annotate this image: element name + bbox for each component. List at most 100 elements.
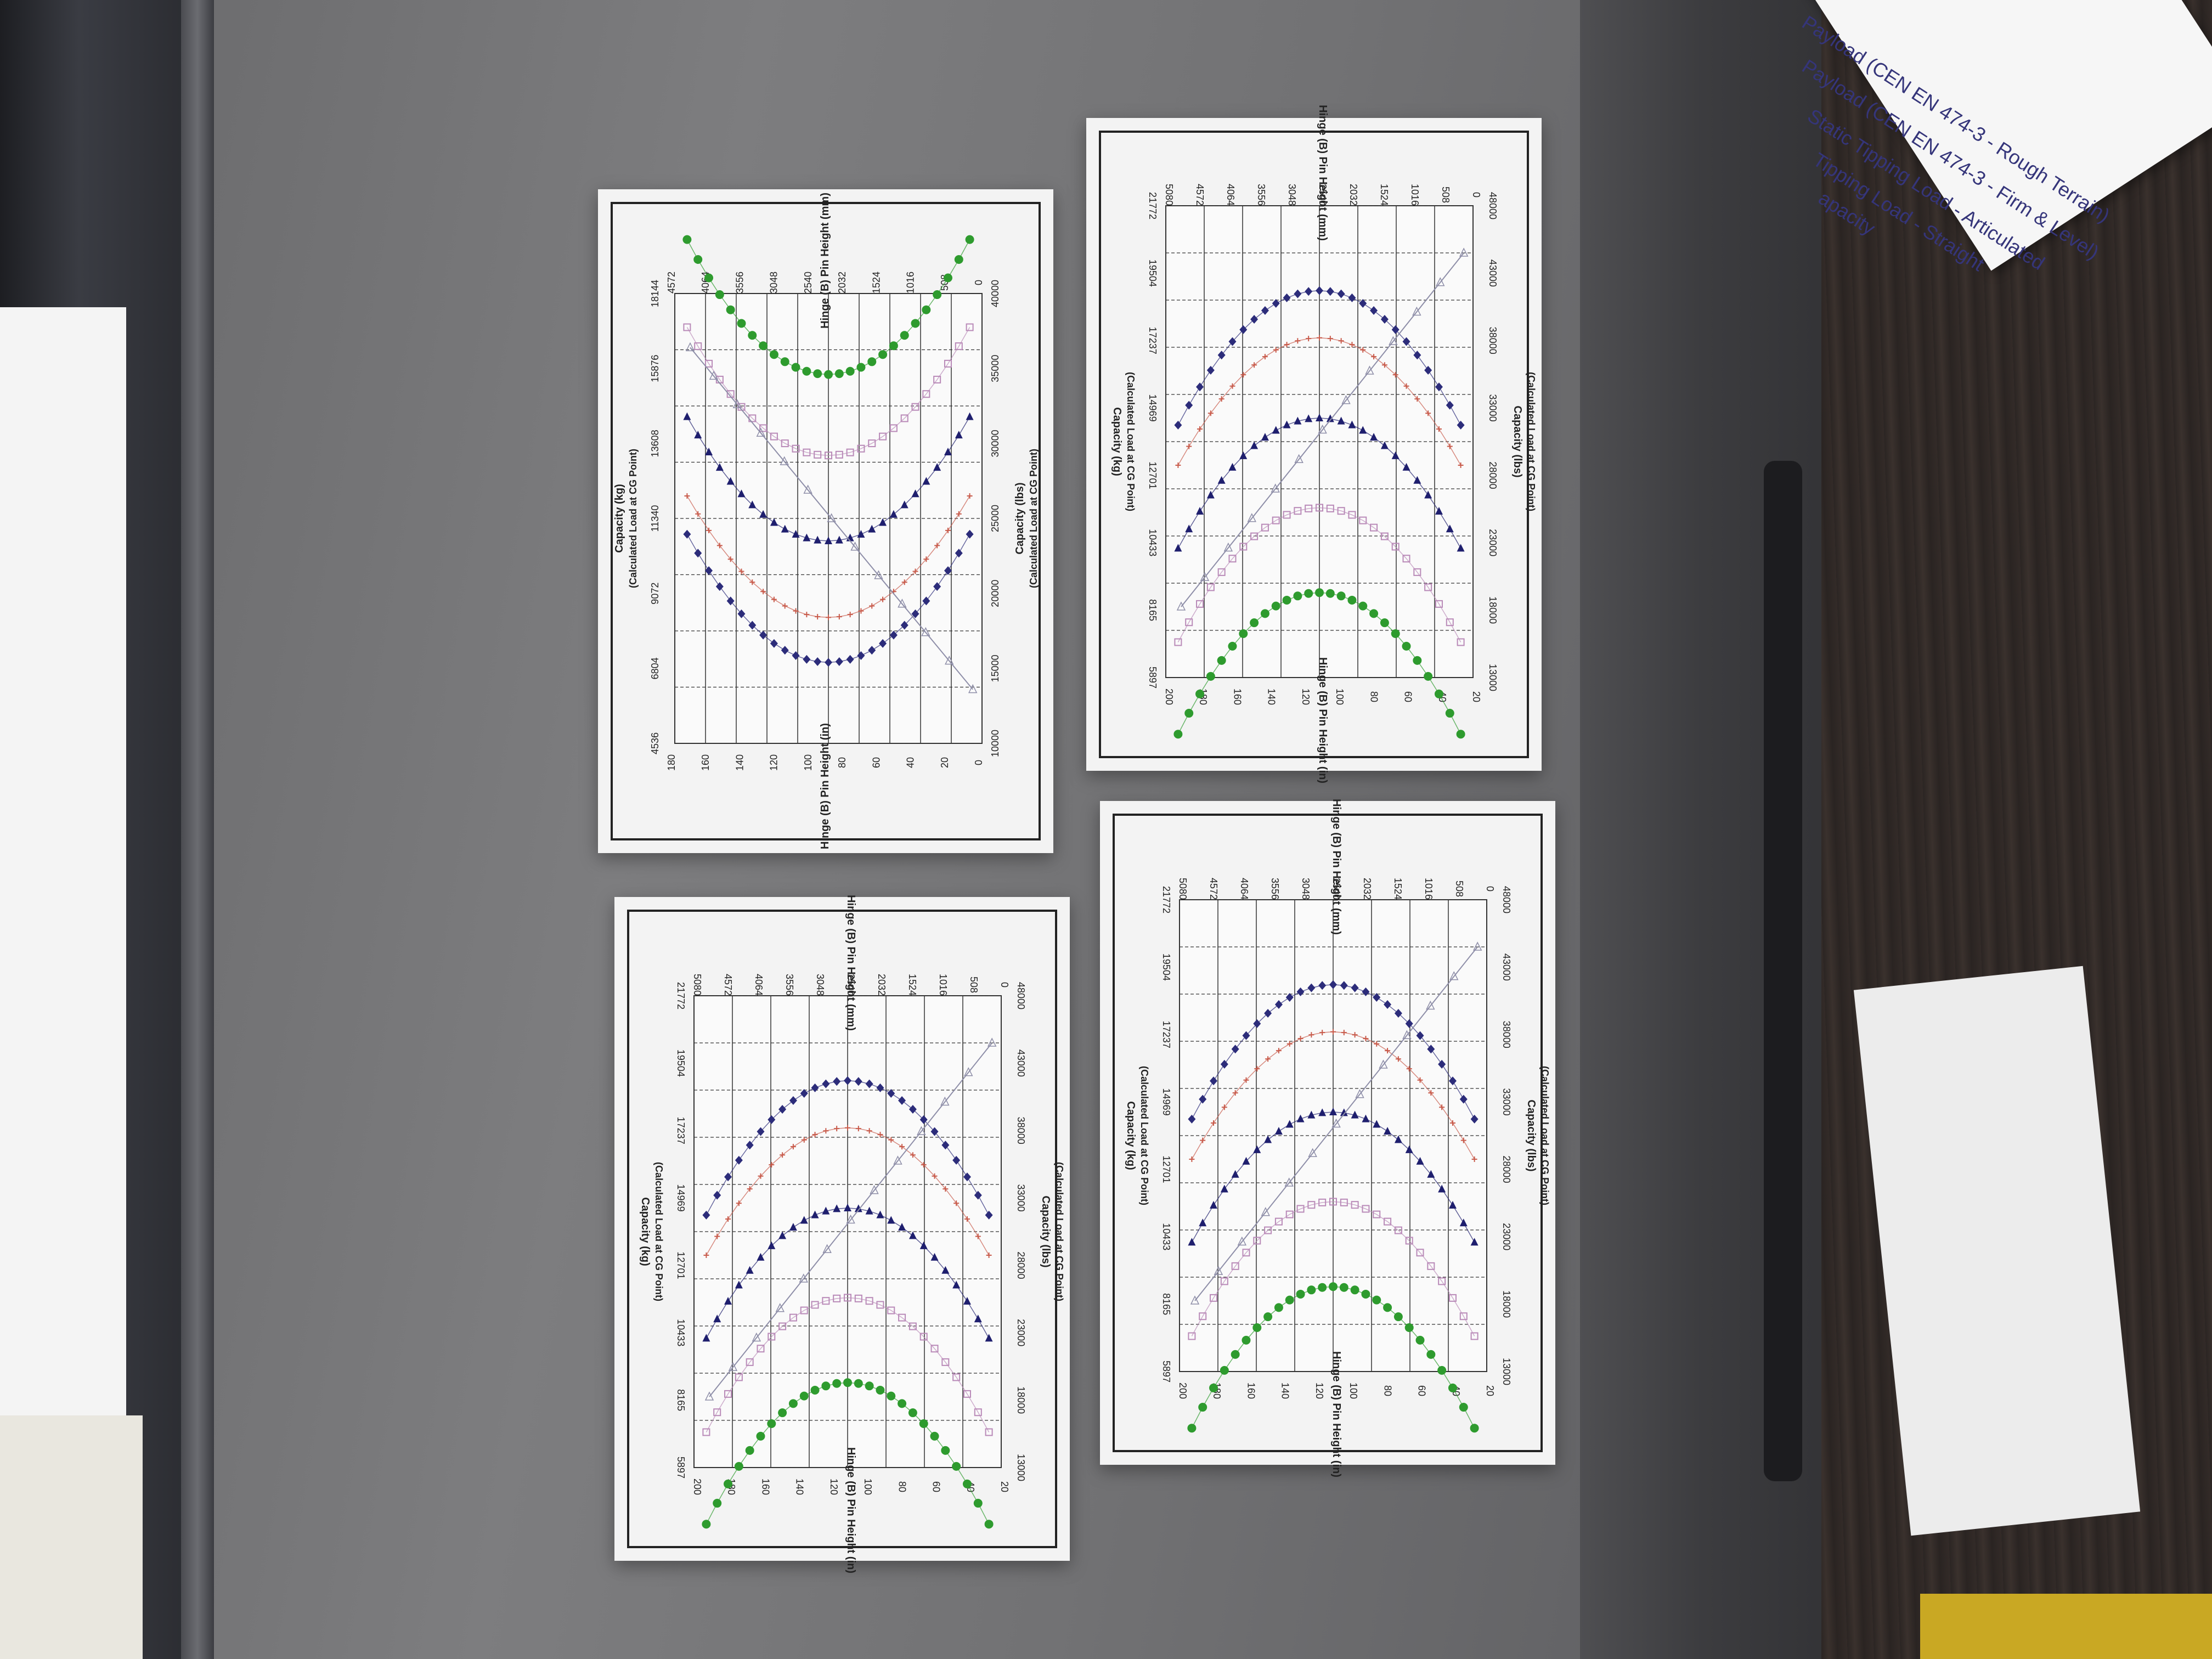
marker-square [1228,555,1237,563]
tick-label-in: 200 [1177,1383,1188,1399]
marker-square [1253,1237,1261,1245]
marker-open-triangle [1237,1236,1247,1246]
tick-label-kg: 5897 [1147,667,1158,689]
tick-label-kg: 14969 [1147,394,1158,422]
marker-square [1457,638,1465,646]
marker-triangle [1305,414,1313,422]
marker-triangle [835,535,843,544]
marker-square [1373,1210,1381,1218]
marker-open-triangle [1214,1266,1223,1275]
marker-open-triangle [874,570,883,579]
marker-square [746,1358,754,1366]
tick-label-mm: 3556 [784,974,795,996]
marker-triangle [1326,414,1334,422]
marker-open-triangle [775,1303,785,1312]
tick-label-mm: 0 [1485,886,1496,891]
tick-label-in: 120 [828,1479,839,1495]
marker-open-triangle [987,1037,997,1047]
tick-label-mm: 1016 [905,272,916,294]
series-line [706,1127,990,1256]
marker-square [1210,1294,1218,1302]
tick-label-mm: 1524 [907,974,918,996]
marker-triangle [822,1206,830,1215]
axis-title-mm: Hinge (B) Pin Height (mm) [845,895,857,1031]
marker-open-triangle [799,1273,808,1283]
marker-open-triangle [1379,1059,1388,1069]
marker-square [683,323,691,331]
axis-title-in: Hinge (B) Pin Height (in) [1317,657,1329,783]
series-line [686,327,970,456]
axis-title-lbs: Capacity (lbs) [1511,405,1523,477]
tick-label-in: 100 [1334,689,1345,705]
series-tipping-straight-line [685,342,978,693]
marker-triangle [1340,1108,1348,1116]
marker-square [1188,1332,1196,1340]
tick-label-in: 120 [1300,689,1311,705]
tick-label-in: 60 [931,1481,942,1492]
tick-label-mm: 4064 [753,974,764,996]
tipping-line [1194,946,1478,1301]
tick-label-in: 120 [1314,1383,1325,1399]
tick-label-in: 20 [1485,1385,1496,1396]
tick-label-lbs: 10000 [990,730,1001,757]
marker-triangle [683,412,691,420]
marker-square [985,1428,993,1436]
chart-svg: 0204060801001201401601800508101615242032… [611,193,1041,849]
marker-open-triangle [1426,1000,1435,1010]
axis-title-mm: Hinge (B) Pin Height (mm) [1330,799,1342,935]
marker-open-triangle [1436,277,1445,286]
tick-label-lbs: 28000 [1487,461,1498,489]
tick-label-kg: 5897 [1161,1361,1172,1383]
series-line [686,416,970,541]
axis-subtitle-lbs: (Calculated Load at CG Point) [1054,1162,1065,1301]
marker-plus [1458,462,1464,468]
series-line [686,239,970,375]
marker-open-triangle [803,484,812,494]
marker-open-triangle [1284,1177,1294,1187]
tick-label-in: 20 [939,757,950,768]
tick-label-mm: 1524 [1392,878,1403,900]
tick-label-lbs: 38000 [1501,1021,1512,1048]
tick-label-in: 160 [760,1479,771,1495]
series-static-straight [1188,1198,1479,1340]
marker-triangle [1337,416,1345,425]
marker-open-triangle [1402,1030,1412,1039]
tick-label-lbs: 30000 [990,430,1001,457]
marker-square [1470,1332,1479,1340]
series-static-straight [683,323,974,460]
tick-label-kg: 17237 [675,1117,686,1144]
marker-square [1435,600,1443,608]
marker-open-triangle [846,1214,855,1224]
tick-label-kg: 10433 [675,1319,686,1346]
marker-square [770,432,778,441]
marker-square [1217,568,1226,576]
marker-triangle [1294,416,1302,425]
series-payload-firm [684,493,973,620]
marker-square [1206,583,1215,591]
tick-label-mm: 3556 [734,272,745,294]
tick-label-mm: 4572 [1194,184,1205,206]
tick-label-mm: 2540 [803,272,814,294]
tick-label-mm: 2540 [1331,878,1342,900]
marker-square [974,1408,982,1417]
marker-square [822,1297,830,1305]
chart-svg: 2040608010012014016018020005081016152420… [1099,105,1537,783]
tick-label-lbs: 15000 [990,654,1001,682]
marker-open-triangle [756,427,766,437]
axis-title-lbs: Capacity (lbs) [1014,482,1026,554]
chart-svg: 2040608010012014016018020005081016152420… [627,895,1065,1573]
tick-label-in: 0 [973,760,984,765]
chart-frame [611,202,1041,840]
tick-label-lbs: 33000 [1501,1088,1512,1116]
marker-triangle [966,412,974,420]
series-line [1191,1031,1475,1160]
series-payload-rough [1174,286,1465,430]
series-static-straight [1174,504,1465,646]
marker-square [944,359,952,368]
series-line [706,1297,990,1432]
tick-label-in: 120 [769,754,780,771]
tick-label-mm: 1016 [938,974,949,996]
tick-label-lbs: 13000 [1501,1358,1512,1385]
marker-triangle [1316,414,1323,421]
tick-label-kg: 6804 [650,657,661,679]
